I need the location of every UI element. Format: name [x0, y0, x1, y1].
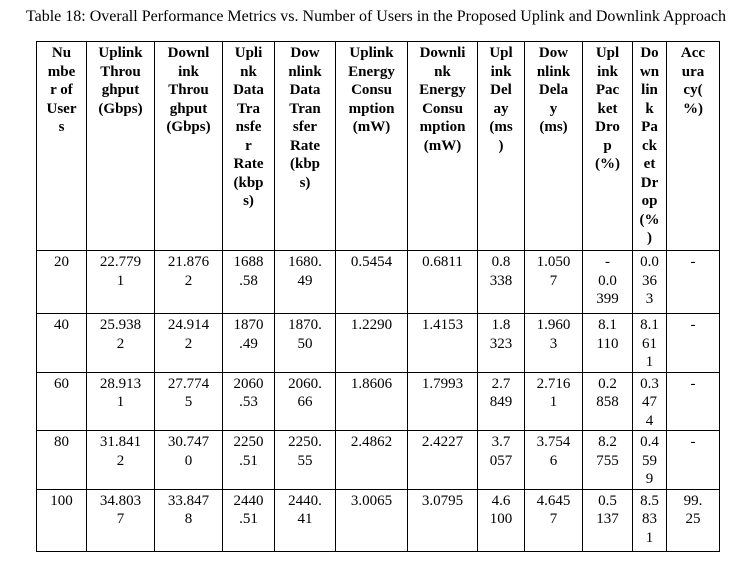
column-header-5: Dow nlink Data Tran sfer Rate (kbp s): [274, 41, 336, 251]
table-cell: 2060 .53: [222, 371, 275, 431]
table-cell: 8.5 83 1: [632, 488, 667, 552]
table-cell: 0.2 858: [582, 371, 633, 431]
performance-metrics-table: Nu mbe r of User s Uplink Throu ghput (Gb…: [36, 41, 720, 552]
table-cell: 3.0065: [335, 488, 408, 552]
table-cell: 4.645 7: [524, 488, 583, 552]
table-cell: -: [666, 313, 720, 373]
table-cell: 25.938 2: [86, 313, 155, 373]
table-cell: 8.2 755: [582, 430, 633, 490]
table-cell: 27.774 5: [154, 371, 223, 431]
column-header-6: Uplink Energy Consu mption (mW): [335, 41, 408, 251]
table-cell: 80: [36, 430, 87, 490]
table-cell: 0.5454: [335, 250, 408, 314]
table-cell: 4.6 100: [477, 488, 525, 552]
table-cell: -: [666, 250, 720, 314]
table-cell: 3.0795: [407, 488, 478, 552]
table-cell: 99. 25: [666, 488, 720, 552]
table-cell: 8.1 110: [582, 313, 633, 373]
table-cell: 2250 .51: [222, 430, 275, 490]
table-cell: 100: [36, 488, 87, 552]
table-cell: -: [666, 371, 720, 431]
table-cell: 0.3 47 4: [632, 371, 667, 431]
table-cell: 2250. 55: [274, 430, 336, 490]
table-cell: 2440. 41: [274, 488, 336, 552]
table-cell: 20: [36, 250, 87, 314]
table-cell: 34.803 7: [86, 488, 155, 552]
table-cell: 22.779 1: [86, 250, 155, 314]
table-cell: 3.7 057: [477, 430, 525, 490]
table-cell: 1.960 3: [524, 313, 583, 373]
table-cell: 40: [36, 313, 87, 373]
header-row: Nu mbe r of User s Uplink Throu ghput (Gb…: [36, 41, 720, 251]
table-cell: 1.8 323: [477, 313, 525, 373]
table-cell: 1.7993: [407, 371, 478, 431]
table-cell: - 0.0 399: [582, 250, 633, 314]
table-cell: 28.913 1: [86, 371, 155, 431]
table-row: 20 22.779 1 21.876 2 1688 .58 1680. 49 0.5454…: [36, 250, 720, 314]
table-cell: 0.8 338: [477, 250, 525, 314]
table-row: 100 34.803 7 33.847 8 2440 .51 2440. 41 3.006…: [36, 488, 720, 552]
table-cell: 1870 .49: [222, 313, 275, 373]
column-header-12: Acc ura cy( %): [666, 41, 720, 251]
table-cell: 1870. 50: [274, 313, 336, 373]
table-cell: -: [666, 430, 720, 490]
table-cell: 1680. 49: [274, 250, 336, 314]
table-cell: 2.4227: [407, 430, 478, 490]
table-cell: 3.754 6: [524, 430, 583, 490]
column-header-10: Upl ink Pac ket Dro p (%): [582, 41, 633, 251]
table-row: 80 31.841 2 30.747 0 2250 .51 2250. 55 2.4862…: [36, 430, 720, 490]
table-row: 40 25.938 2 24.914 2 1870 .49 1870. 50 1.2290…: [36, 313, 720, 373]
column-header-9: Dow nlink Dela y (ms): [524, 41, 583, 251]
table-cell: 21.876 2: [154, 250, 223, 314]
table-cell: 2060. 66: [274, 371, 336, 431]
table-cell: 1.2290: [335, 313, 408, 373]
table-cell: 1.8606: [335, 371, 408, 431]
table-cell: 31.841 2: [86, 430, 155, 490]
table-cell: 2.4862: [335, 430, 408, 490]
table-cell: 60: [36, 371, 87, 431]
table-cell: 30.747 0: [154, 430, 223, 490]
column-header-3: Downl ink Throu ghput (Gbps): [154, 41, 223, 251]
column-header-11: Do wn lin k Pa ck et Dr op (% ): [632, 41, 667, 251]
column-header-8: Upl ink Del ay (ms ): [477, 41, 525, 251]
table-cell: 0.5 137: [582, 488, 633, 552]
table-cell: 2440 .51: [222, 488, 275, 552]
table-cell: 1688 .58: [222, 250, 275, 314]
column-header-4: Upli nk Data Tra nsfe r Rate (kbp s): [222, 41, 275, 251]
table-cell: 0.4 59 9: [632, 430, 667, 490]
table-row: 60 28.913 1 27.774 5 2060 .53 2060. 66 1.8606…: [36, 371, 720, 431]
table-cell: 1.4153: [407, 313, 478, 373]
table-body: 20 22.779 1 21.876 2 1688 .58 1680. 49 0.5454…: [36, 250, 720, 552]
column-header-7: Downli nk Energy Consu mption (mW): [407, 41, 478, 251]
table-cell: 24.914 2: [154, 313, 223, 373]
table-cell: 8.1 61 1: [632, 313, 667, 373]
table-cell: 1.050 7: [524, 250, 583, 314]
column-header-1: Nu mbe r of User s: [36, 41, 87, 251]
table-cell: 2.716 1: [524, 371, 583, 431]
table-caption: Table 18: Overall Performance Metrics vs…: [25, 8, 727, 25]
table-cell: 0.6811: [407, 250, 478, 314]
column-header-2: Uplink Throu ghput (Gbps): [86, 41, 155, 251]
table-cell: 0.0 36 3: [632, 250, 667, 314]
table-cell: 33.847 8: [154, 488, 223, 552]
table-cell: 2.7 849: [477, 371, 525, 431]
